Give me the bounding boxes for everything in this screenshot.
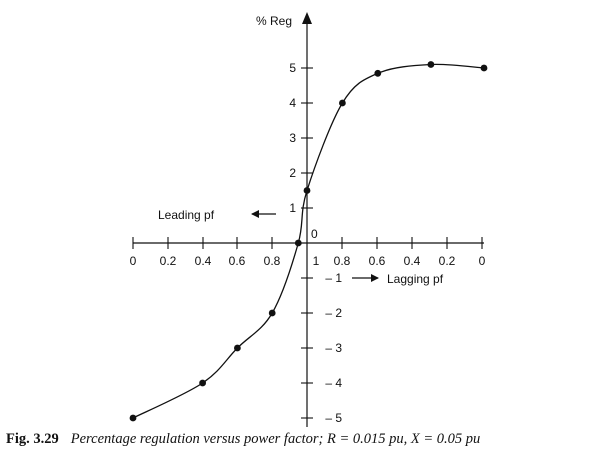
x-tick-label-lagging-0: 0 xyxy=(479,254,486,268)
data-point-lagging-0.8 xyxy=(339,99,346,107)
y-axis-arrowhead xyxy=(302,12,312,24)
x-tick-label-leading-0.2: 0.2 xyxy=(160,254,177,268)
y-tick-label-2: 2 xyxy=(289,166,296,180)
x-tick-label-lagging-0.8: 0.8 xyxy=(334,254,351,268)
x-tick-label-lagging-1: 1 xyxy=(313,254,320,268)
x-tick-label-leading-0.4: 0.4 xyxy=(195,254,212,268)
x-tick-label-lagging-0.6: 0.6 xyxy=(369,254,386,268)
data-point-leading-0.6 xyxy=(234,344,241,352)
plot-area xyxy=(129,61,488,422)
regulation-curve xyxy=(132,63,485,419)
x-tick-label-lagging-0.4: 0.4 xyxy=(404,254,421,268)
data-point-leading-0.95 xyxy=(294,239,302,247)
y-ticks: 5 4 3 2 1 – 1 – 2 – 3 – 4 – 5 xyxy=(289,61,342,425)
figure-caption: Fig. 3.29 Percentage regulation versus po… xyxy=(6,431,594,453)
data-point-lagging-1 xyxy=(303,187,311,194)
x-tick-label-leading-0.6: 0.6 xyxy=(229,254,246,268)
origin-label: 0 xyxy=(311,227,318,241)
leading-pf-label: Leading pf xyxy=(158,208,215,222)
y-tick-label-4: 4 xyxy=(289,96,296,110)
x-tick-label-leading-0: 0 xyxy=(130,254,137,268)
y-tick-label-1: 1 xyxy=(289,201,296,215)
data-point-lagging-0.3 xyxy=(427,61,435,68)
y-axis-label: % Reg xyxy=(256,14,292,28)
y-tick-label-5: 5 xyxy=(289,61,296,75)
caption-label: Fig. 3.29 xyxy=(6,431,59,447)
x-tick-label-leading-0.8: 0.8 xyxy=(264,254,281,268)
y-tick-label-neg4: – 4 xyxy=(325,376,342,390)
data-point-leading-0.8 xyxy=(268,309,276,317)
data-point-leading-0.4 xyxy=(199,379,207,387)
x-tick-label-lagging-0.2: 0.2 xyxy=(439,254,456,268)
x-ticks-leading: 0 0.2 0.4 0.6 0.8 xyxy=(130,237,281,268)
x-ticks-lagging: 1 0.8 0.6 0.4 0.2 0 xyxy=(313,237,486,268)
data-point-leading-0 xyxy=(129,414,137,422)
y-tick-label-neg1: – 1 xyxy=(325,271,342,285)
y-tick-label-neg2: – 2 xyxy=(325,306,342,320)
y-tick-label-3: 3 xyxy=(289,131,296,145)
data-point-lagging-0.6 xyxy=(374,69,382,77)
y-tick-label-neg5: – 5 xyxy=(325,411,342,425)
y-tick-label-neg3: – 3 xyxy=(325,341,342,355)
lagging-pf-label: Lagging pf xyxy=(387,272,444,286)
caption-text: Percentage regulation versus power facto… xyxy=(70,431,481,447)
data-point-lagging-0 xyxy=(480,64,488,72)
